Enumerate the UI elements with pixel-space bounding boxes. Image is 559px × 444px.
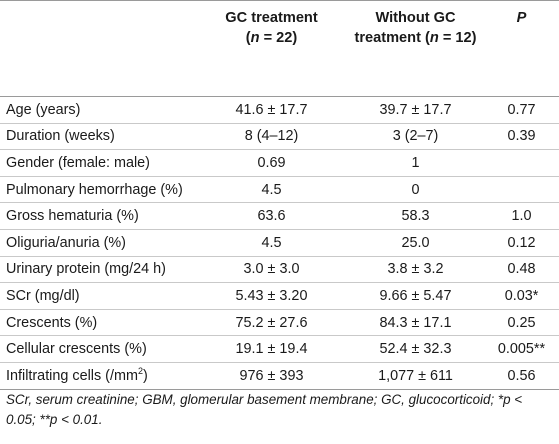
gc-value: 976 ± 393	[196, 362, 347, 390]
p-value	[484, 176, 559, 204]
header-gc-text: GC treatment	[225, 10, 318, 26]
gc-value: 5.43 ± 3.20	[196, 282, 347, 310]
header-gc-n-value: = 22	[259, 29, 293, 46]
header-gc-treatment: GC treatment (n = 22)	[196, 0, 347, 97]
header-gc-n-label: n	[250, 29, 260, 46]
p-value: 0.005**	[484, 335, 559, 363]
no-gc-value: 52.4 ± 32.3	[347, 335, 484, 363]
table-row: Crescents (%) 75.2 ± 27.6 84.3 ± 17.1 0.…	[0, 309, 559, 337]
row-label: Urinary protein (mg/24 h)	[0, 256, 196, 284]
row-label: Crescents (%)	[0, 309, 196, 337]
gc-value: 75.2 ± 27.6	[196, 309, 347, 337]
table-row: Infiltrating cells (/mm2) 976 ± 393 1,07…	[0, 362, 559, 390]
no-gc-value: 39.7 ± 17.7	[347, 96, 484, 124]
table-footnote: SCr, serum creatinine; GBM, glomerular b…	[6, 392, 523, 427]
gc-value: 19.1 ± 19.4	[196, 335, 347, 363]
row-label: Age (years)	[0, 96, 196, 124]
header-nogc-n-label: n	[429, 29, 439, 46]
gc-value: 8 (4–12)	[196, 123, 347, 151]
p-value: 0.03*	[484, 282, 559, 310]
header-row: GC treatment (n = 22) Without GC treatmen…	[0, 0, 559, 97]
p-value: 0.39	[484, 123, 559, 151]
comparison-table: GC treatment (n = 22) Without GC treatmen…	[0, 0, 559, 390]
row-label-superscript: 2	[137, 365, 143, 376]
table-row: Duration (weeks) 8 (4–12) 3 (2–7) 0.39	[0, 123, 559, 151]
p-value: 0.12	[484, 229, 559, 257]
no-gc-value: 25.0	[347, 229, 484, 257]
p-value: 0.56	[484, 362, 559, 390]
header-p-value: P	[484, 0, 559, 97]
table-row: Pulmonary hemorrhage (%) 4.5 0	[0, 176, 559, 204]
row-label: Duration (weeks)	[0, 123, 196, 151]
gc-value: 63.6	[196, 202, 347, 230]
table-row: Oliguria/anuria (%) 4.5 25.0 0.12	[0, 229, 559, 257]
p-value: 0.25	[484, 309, 559, 337]
row-label: SCr (mg/dl)	[0, 282, 196, 310]
no-gc-value: 58.3	[347, 202, 484, 230]
no-gc-value: 1	[347, 149, 484, 177]
row-label: Cellular crescents (%)	[0, 335, 196, 363]
table-row: Urinary protein (mg/24 h) 3.0 ± 3.0 3.8 …	[0, 256, 559, 284]
header-blank	[0, 0, 196, 97]
no-gc-value: 84.3 ± 17.1	[347, 309, 484, 337]
header-nogc-text: Without GC treatment	[354, 10, 456, 46]
no-gc-value: 1,077 ± 611	[347, 362, 484, 390]
gc-value: 4.5	[196, 229, 347, 257]
row-label: Oliguria/anuria (%)	[0, 229, 196, 257]
p-value: 0.77	[484, 96, 559, 124]
table-row: Age (years) 41.6 ± 17.7 39.7 ± 17.7 0.77	[0, 96, 559, 124]
gc-value: 3.0 ± 3.0	[196, 256, 347, 284]
table-row: SCr (mg/dl) 5.43 ± 3.20 9.66 ± 5.47 0.03…	[0, 282, 559, 310]
p-value: 1.0	[484, 202, 559, 230]
row-label: Gender (female: male)	[0, 149, 196, 177]
row-label: Gross hematuria (%)	[0, 202, 196, 230]
table-row: Cellular crescents (%) 19.1 ± 19.4 52.4 …	[0, 335, 559, 363]
gc-value: 41.6 ± 17.7	[196, 96, 347, 124]
p-value	[484, 149, 559, 177]
row-label: Infiltrating cells (/mm2)	[0, 362, 196, 390]
no-gc-value: 0	[347, 176, 484, 204]
gc-value: 4.5	[196, 176, 347, 204]
row-label-text: Infiltrating cells (/mm	[6, 367, 138, 384]
table-row: Gender (female: male) 0.69 1	[0, 149, 559, 177]
gc-value: 0.69	[196, 149, 347, 177]
table-row: Gross hematuria (%) 63.6 58.3 1.0	[0, 202, 559, 230]
row-label: Pulmonary hemorrhage (%)	[0, 176, 196, 204]
no-gc-value: 9.66 ± 5.47	[347, 282, 484, 310]
header-p-text: P	[516, 10, 527, 26]
p-value: 0.48	[484, 256, 559, 284]
header-without-gc-treatment: Without GC treatment (n = 12)	[347, 0, 484, 97]
row-label-suffix: )	[142, 367, 148, 384]
no-gc-value: 3 (2–7)	[347, 123, 484, 151]
no-gc-value: 3.8 ± 3.2	[347, 256, 484, 284]
header-nogc-n-value: = 12	[438, 29, 472, 46]
